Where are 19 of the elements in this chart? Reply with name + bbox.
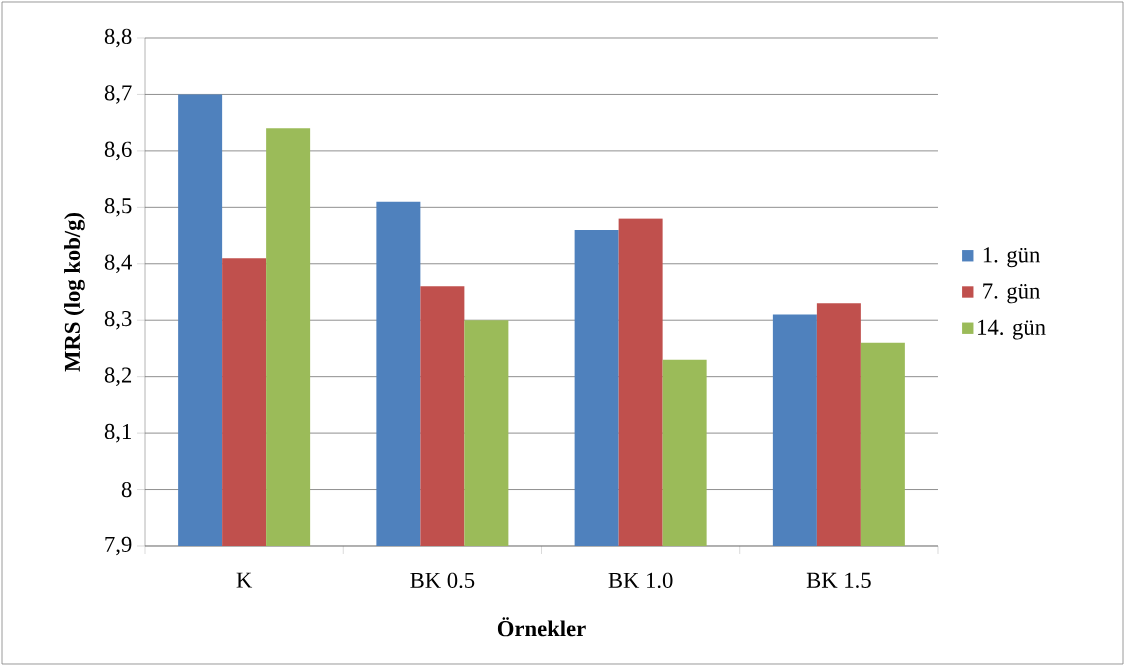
x-tick-label: K [236,572,253,588]
y-tick-label: 8,8 [104,28,132,48]
x-axis-title: Örnekler [497,617,586,637]
y-tick-label: 8 [121,481,132,498]
y-tick-label: 8,1 [104,423,131,443]
legend-label: 14. gün [978,319,1046,340]
x-tick-label: BK 1.5 [806,572,871,588]
x-tick-label: BK 0.5 [410,572,475,589]
y-tick-label: 8,2 [104,367,132,386]
y-tick-label: 8,3 [104,310,132,330]
legend-label: 1. gün [983,247,1041,268]
x-tick-label: BK 1.0 [608,572,673,589]
y-axis-title: MRS (log kob/g) [64,213,85,372]
y-tick-label: 7,9 [105,536,132,556]
y-tick-label: 8,5 [104,198,132,217]
y-tick-label: 8,6 [104,141,132,161]
y-tick-label: 8,7 [104,85,132,104]
y-tick-label: 8,4 [104,254,132,274]
legend-label: 7. gün [983,283,1041,304]
